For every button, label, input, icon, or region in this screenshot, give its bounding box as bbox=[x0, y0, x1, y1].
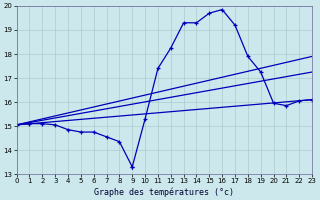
X-axis label: Graphe des températures (°c): Graphe des températures (°c) bbox=[94, 187, 234, 197]
